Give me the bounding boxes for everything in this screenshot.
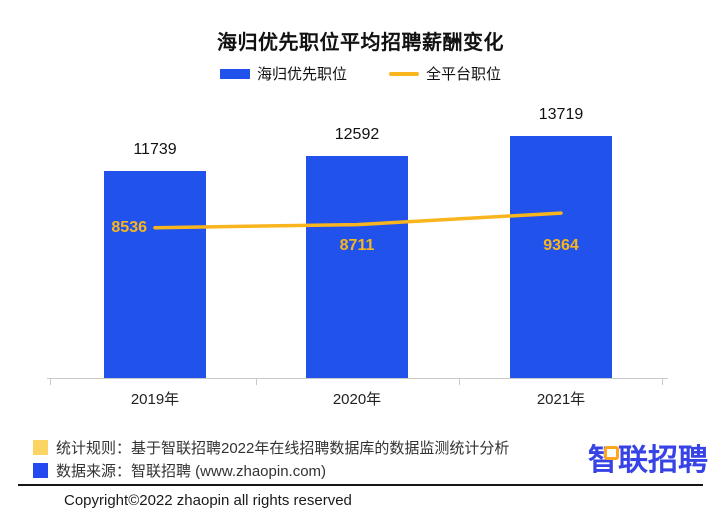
zhaopin-logo: 智联招聘 bbox=[588, 443, 718, 481]
bar-2020 bbox=[306, 156, 408, 379]
note-statistic-rule: 统计规则：基于智联招聘2022年在线招聘数据库的数据监测统计分析 bbox=[33, 437, 509, 458]
chart-title: 海归优先职位平均招聘薪酬变化 bbox=[217, 32, 504, 54]
line-legend-label: 全平台职位 bbox=[426, 66, 502, 83]
chart-legend: 海归优先职位 全平台职位 bbox=[0, 63, 721, 84]
line-value-2019: 8536 bbox=[111, 218, 147, 236]
note-data-source: 数据来源：智联招聘 (www.zhaopin.com) bbox=[33, 460, 326, 481]
note-source-swatch bbox=[33, 463, 48, 478]
bar-2021 bbox=[510, 136, 612, 379]
x-axis-line bbox=[47, 378, 668, 379]
note-source-text: 数据来源：智联招聘 (www.zhaopin.com) bbox=[56, 463, 327, 480]
legend-item-bar: 海归优先职位 bbox=[219, 63, 347, 84]
legend-item-line: 全平台职位 bbox=[389, 63, 501, 84]
bar-value-2021: 13719 bbox=[538, 106, 584, 123]
note-rule-swatch bbox=[33, 440, 48, 455]
line-legend-swatch bbox=[389, 71, 419, 76]
axis-tick bbox=[662, 379, 663, 385]
note-rule-text: 统计规则：基于智联招聘2022年在线招聘数据库的数据监测统计分析 bbox=[56, 440, 510, 457]
axis-tick bbox=[459, 379, 460, 385]
x-label-2019: 2019年 bbox=[130, 391, 180, 408]
footer-divider bbox=[18, 484, 703, 486]
bar-line-chart: 11739 12592 13719 8536 8711 9364 2019年 2… bbox=[47, 100, 668, 408]
bar-value-2019: 11739 bbox=[133, 141, 177, 158]
copyright-text: Copyright©2022 zhaopin all rights reserv… bbox=[64, 492, 352, 509]
line-value-2021: 9364 bbox=[543, 237, 579, 255]
x-label-2021: 2021年 bbox=[536, 391, 586, 408]
axis-tick bbox=[50, 379, 51, 385]
bar-value-2020: 12592 bbox=[334, 126, 380, 143]
x-label-2020: 2020年 bbox=[332, 391, 382, 408]
bar-legend-swatch bbox=[219, 68, 250, 79]
axis-tick bbox=[256, 379, 257, 385]
bar-2019 bbox=[104, 171, 206, 379]
bar-legend-label: 海归优先职位 bbox=[256, 66, 347, 83]
logo-accent bbox=[604, 446, 619, 460]
line-value-2020: 8711 bbox=[339, 236, 375, 254]
